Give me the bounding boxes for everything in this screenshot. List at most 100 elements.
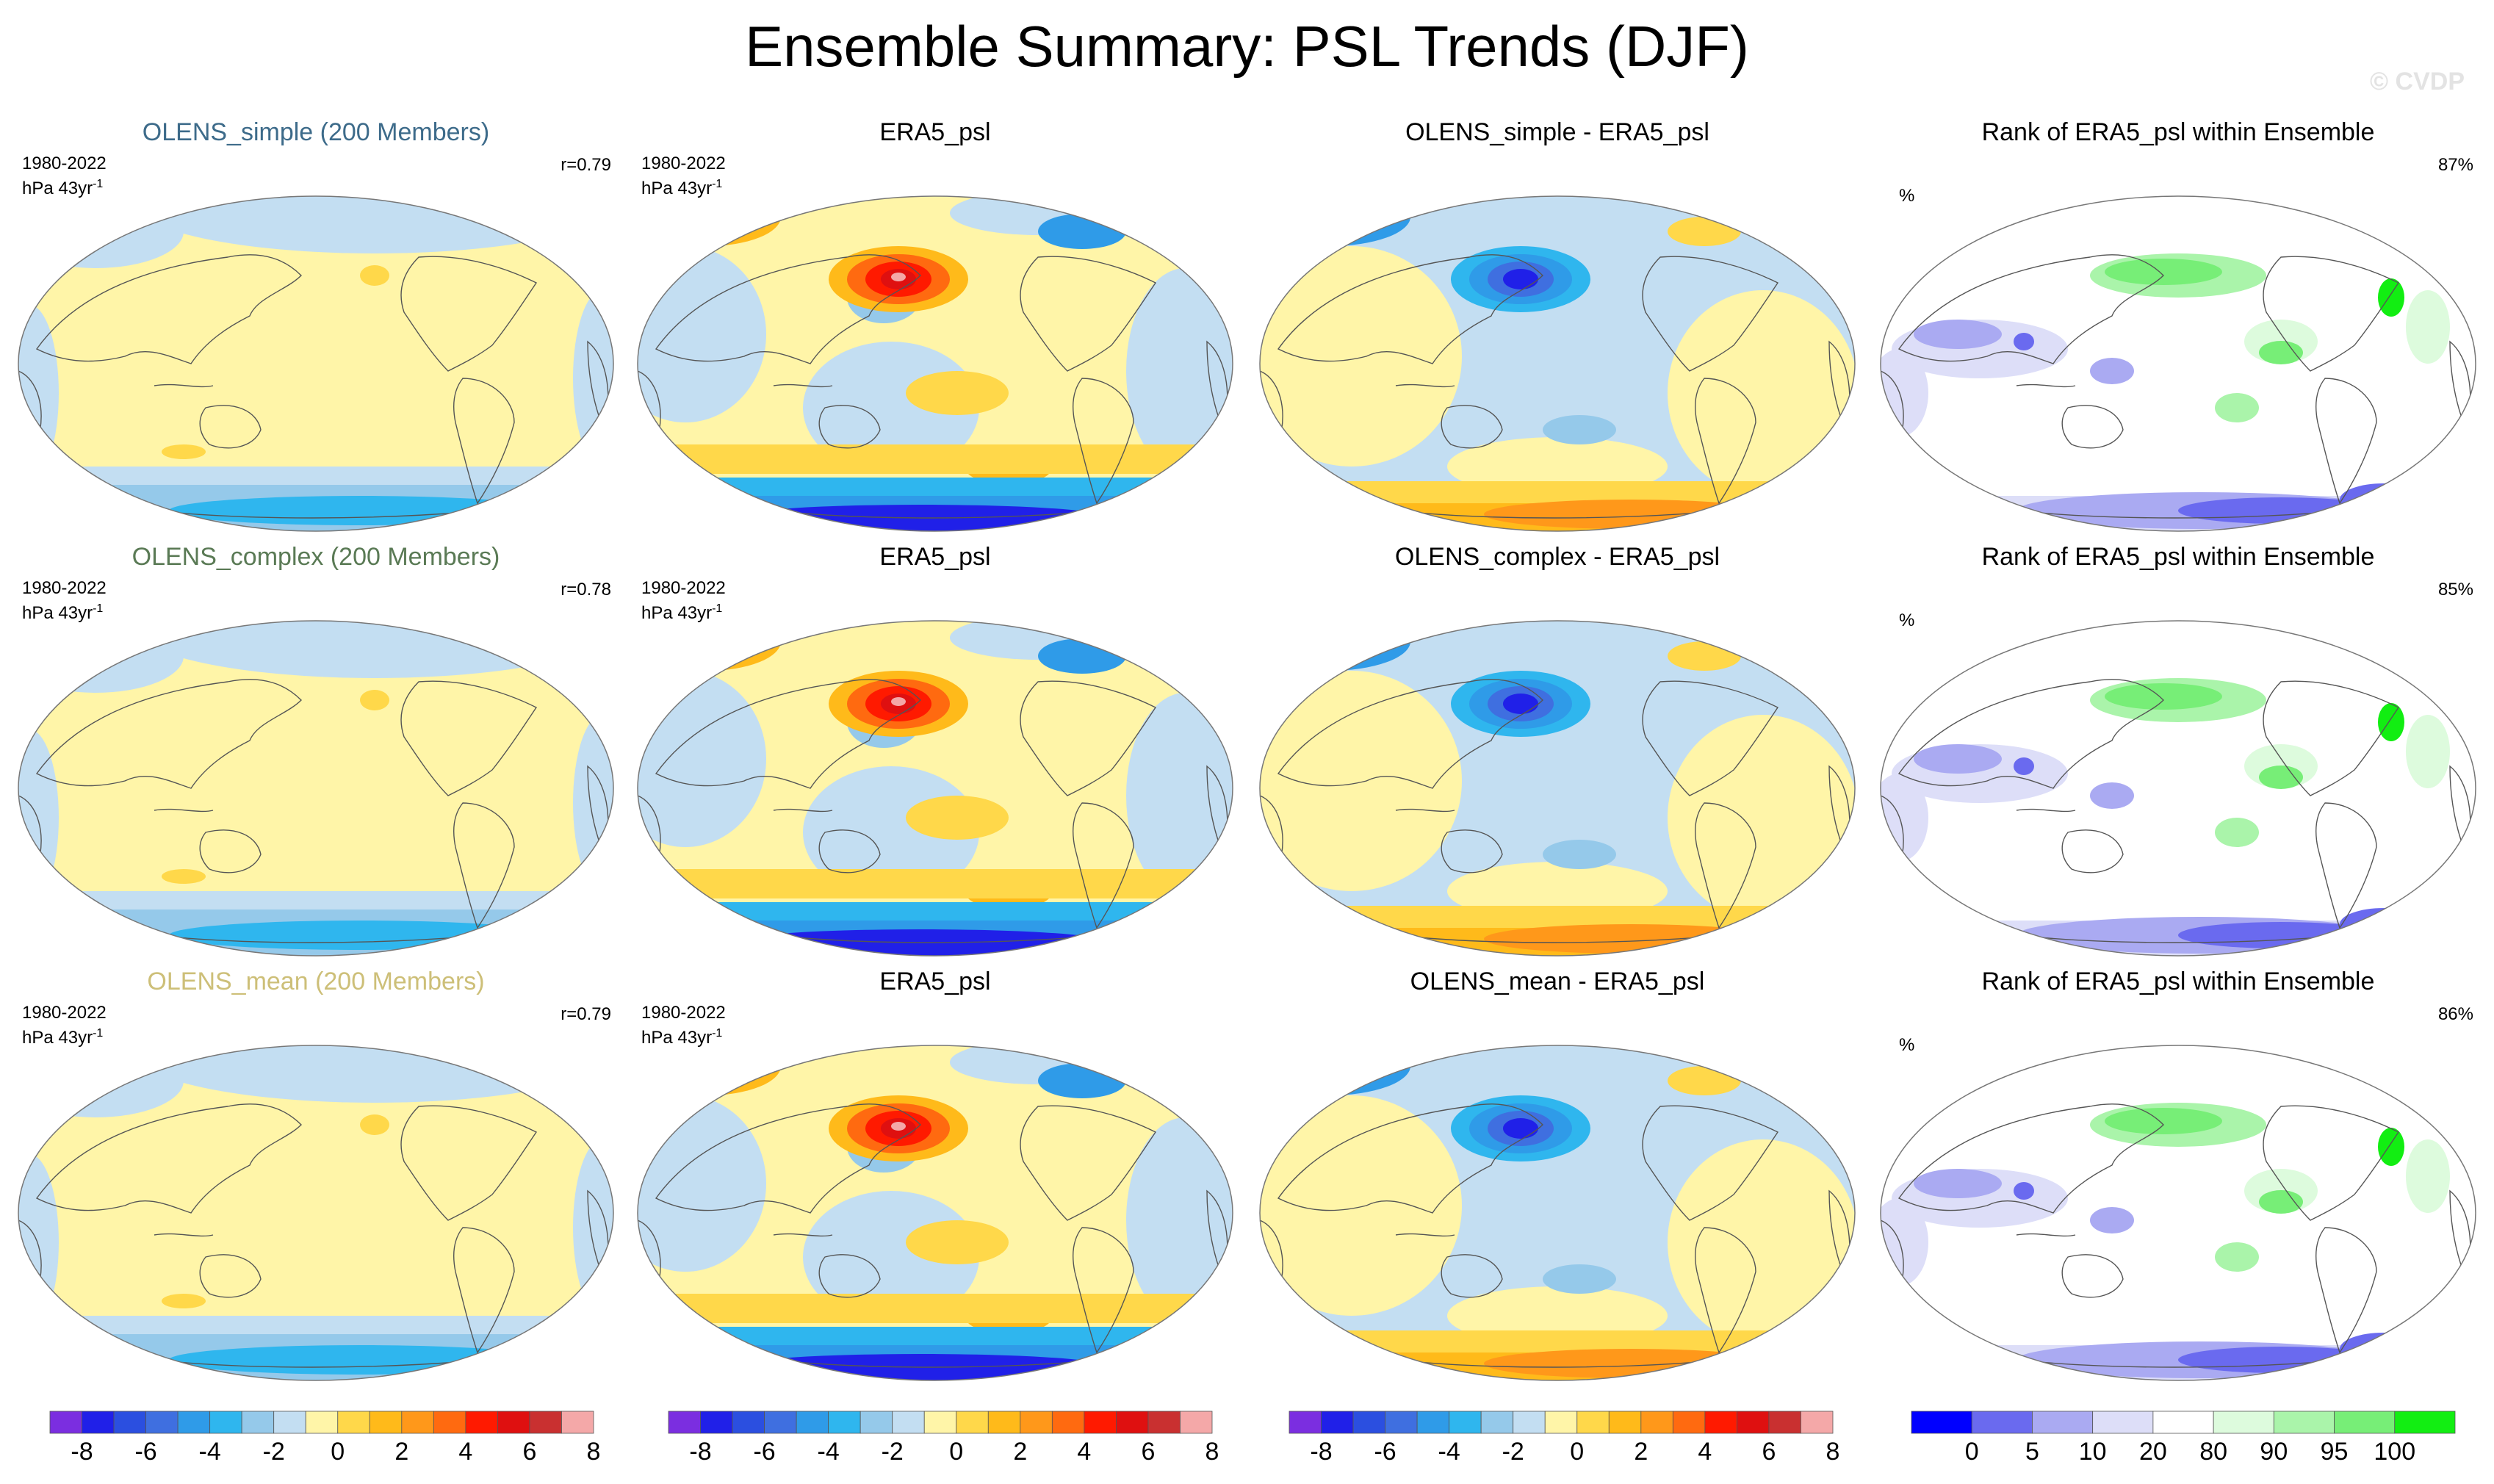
- colorbar-tick-label: 4: [1077, 1438, 1092, 1466]
- watermark: © CVDP: [2370, 68, 2465, 96]
- coastlines: [638, 679, 1228, 943]
- obs-panel-row-2: ERA5_psl 1980-2022 hPa 43yr-1: [627, 539, 1244, 965]
- panel-title: ERA5_psl: [879, 968, 991, 995]
- contour-region: [2259, 766, 2303, 789]
- trend-period-units: 1980-2022 hPa 43yr-1: [641, 154, 726, 199]
- units-exponent: -1: [93, 178, 104, 190]
- contour-region: [18, 1045, 184, 1117]
- map-border: [637, 195, 1233, 532]
- contour-region: [663, 622, 752, 654]
- contour-region: [2014, 757, 2034, 775]
- colorbar-swatch: [1480, 1411, 1514, 1434]
- contour-region: [891, 1122, 906, 1131]
- contour-region: [1038, 214, 1126, 249]
- contour-region: [162, 1294, 206, 1308]
- colorbar-swatch: [2394, 1411, 2456, 1434]
- colorbar-tick-label: -4: [198, 1438, 221, 1466]
- trend-period-units: 1980-2022 hPa 43yr-1: [22, 578, 107, 624]
- contour-region: [1126, 1055, 1185, 1092]
- map-svg: [1880, 1045, 2476, 1381]
- contour-region: [1881, 1198, 1928, 1286]
- colorbar-tick-label: 4: [458, 1438, 473, 1466]
- contour-region: [1126, 693, 1233, 898]
- colorbar-swatch: [273, 1411, 306, 1434]
- map-difference: [1249, 612, 1866, 965]
- panel-title: Rank of ERA5_psl within Ensemble: [1981, 118, 2375, 146]
- panel-title: OLENS_mean - ERA5_psl: [1410, 968, 1705, 995]
- contour-region: [1260, 1045, 1410, 1095]
- colorbar-swatch: [1971, 1411, 2033, 1434]
- contour-region: [906, 796, 1009, 840]
- colorbar-swatch: [764, 1411, 797, 1434]
- colorbar-swatch: [1321, 1411, 1354, 1434]
- contour-region: [1038, 638, 1126, 674]
- trend-colorbar-3: -8 -6 -4 -2 0 2 4 6 8: [1282, 1407, 1840, 1466]
- colorbar-swatch: [1180, 1411, 1213, 1434]
- colorbar-tick-label: -8: [71, 1438, 93, 1466]
- contour-region: [360, 690, 389, 710]
- contour-region: [638, 1045, 781, 1095]
- colorbar-swatch: [2334, 1411, 2396, 1434]
- colorbar-tick-label: 10: [2078, 1438, 2107, 1466]
- page-title: Ensemble Summary: PSL Trends (DJF): [745, 14, 1749, 79]
- map-svg: [18, 195, 614, 532]
- map-rank: [1870, 612, 2487, 965]
- panel-title: OLENS_complex - ERA5_psl: [1394, 543, 1720, 571]
- contour-region: [1126, 206, 1185, 242]
- rank-units: %: [1899, 186, 1915, 206]
- contour-region: [573, 1139, 613, 1316]
- contour-region: [169, 921, 551, 950]
- map-border: [1880, 195, 2476, 532]
- map-svg: [1259, 1045, 1856, 1381]
- map-svg: [1880, 620, 2476, 957]
- units: hPa 43yr: [641, 1028, 713, 1048]
- units: hPa 43yr: [22, 179, 93, 198]
- panel-title: OLENS_complex (200 Members): [131, 543, 500, 571]
- map-border: [1880, 620, 2476, 957]
- map-svg: [18, 620, 614, 957]
- contour-region: [1668, 641, 1741, 671]
- trend-period-units: 1980-2022 hPa 43yr-1: [641, 1003, 726, 1048]
- map-border: [18, 1045, 614, 1381]
- contour-region: [1543, 1264, 1616, 1294]
- rank-colorbar: 0 5 10 20 80 90 95 100: [1904, 1407, 2462, 1466]
- colorbar-tick-label: 0: [949, 1438, 964, 1466]
- period: 1980-2022: [22, 578, 107, 598]
- contour-region: [2215, 393, 2259, 422]
- trend-period-units: 1980-2022 hPa 43yr-1: [22, 154, 107, 199]
- contour-region: [169, 1345, 551, 1375]
- rank-panel-row-3: Rank of ERA5_psl within Ensemble % 86%: [1870, 963, 2487, 1389]
- contour-region: [1286, 624, 1374, 656]
- contour-region: [2090, 1207, 2134, 1233]
- colorbar-tick-label: -6: [753, 1438, 776, 1466]
- contour-region: [2406, 1139, 2450, 1213]
- colorbar-tick-label: 100: [2374, 1438, 2416, 1466]
- contour-region: [1126, 630, 1185, 667]
- contour-band: [638, 444, 1233, 474]
- contour-region: [1503, 269, 1538, 289]
- rank-units: %: [1899, 610, 1915, 630]
- colorbar-swatch: [1352, 1411, 1385, 1434]
- contour-region: [1503, 1118, 1538, 1139]
- colorbar-swatch: [1147, 1411, 1181, 1434]
- colorbar-tick-label: 8: [586, 1438, 601, 1466]
- map-border: [18, 620, 614, 957]
- contour-region: [169, 496, 551, 525]
- colorbar-swatch: [1768, 1411, 1801, 1434]
- colorbar-tick-label: -4: [817, 1438, 840, 1466]
- contour-region: [2378, 703, 2404, 741]
- contour-region: [162, 444, 206, 459]
- period: 1980-2022: [22, 1003, 107, 1023]
- colorbar-swatch: [49, 1411, 82, 1434]
- panel-title: OLENS_simple (200 Members): [142, 118, 490, 146]
- units-exponent: -1: [93, 602, 104, 615]
- contour-region: [1881, 774, 1928, 862]
- contour-region: [1260, 621, 1410, 671]
- colorbar-swatch: [241, 1411, 275, 1434]
- contour-region: [18, 196, 184, 268]
- colorbar-swatch: [1020, 1411, 1053, 1434]
- contour-band: [638, 869, 1233, 898]
- colorbar-swatch: [2152, 1411, 2214, 1434]
- obs-panel-row-3: ERA5_psl 1980-2022 hPa 43yr-1: [627, 963, 1244, 1389]
- contour-region: [1668, 715, 1855, 921]
